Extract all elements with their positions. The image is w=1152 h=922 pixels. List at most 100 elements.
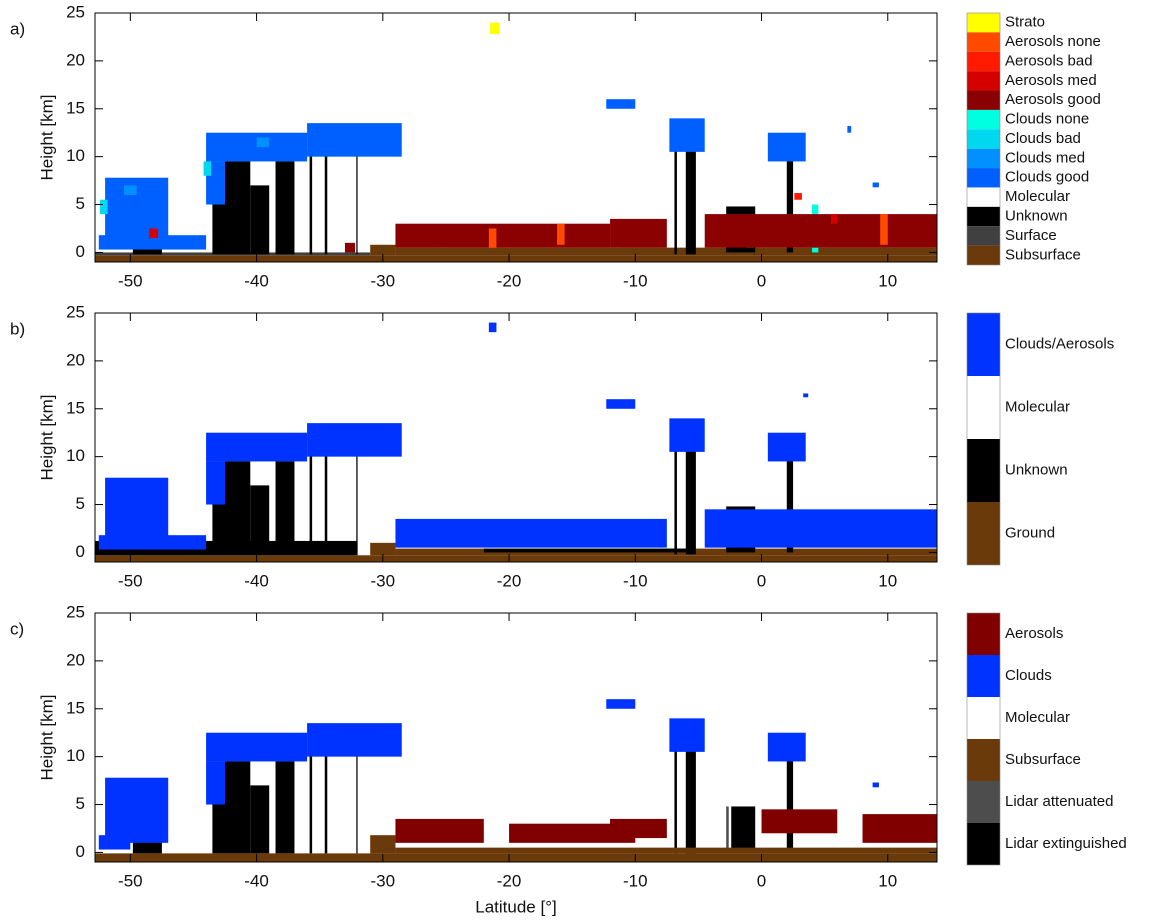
region (509, 823, 636, 843)
legend-swatch (967, 502, 1000, 565)
legend-label: Aerosols (1005, 625, 1063, 642)
region (395, 223, 611, 248)
y-tick-label: 25 (66, 2, 85, 21)
panel-label: b) (10, 319, 25, 338)
region (847, 126, 852, 133)
region (685, 737, 696, 854)
region (767, 732, 806, 762)
x-tick-label: -30 (371, 871, 396, 890)
y-tick-label: 15 (66, 698, 85, 717)
region (685, 137, 696, 255)
legend-swatch (967, 376, 1000, 439)
y-tick-label: 0 (76, 842, 85, 861)
legend-swatch (967, 781, 1000, 823)
y-tick-label: 5 (76, 794, 85, 813)
legend-swatch (967, 697, 1000, 739)
legend-frame (966, 12, 1001, 266)
region (307, 723, 402, 757)
region (490, 22, 499, 35)
region (880, 214, 888, 245)
region (767, 432, 806, 462)
legend-swatch (967, 245, 1000, 265)
legend-label: Aerosols bad (1005, 52, 1093, 69)
region (803, 393, 809, 398)
region (95, 853, 937, 862)
region (370, 542, 396, 556)
x-tick-label: -20 (497, 871, 522, 890)
region (250, 185, 270, 255)
region (206, 761, 226, 805)
legend-label: Ground (1005, 524, 1055, 541)
region (669, 418, 705, 452)
region (761, 809, 838, 834)
region (206, 732, 308, 762)
region (105, 477, 169, 543)
region (606, 699, 636, 709)
legend-frame (966, 612, 1001, 866)
x-tick-label: -10 (623, 271, 648, 290)
region (488, 322, 497, 333)
region (685, 437, 696, 555)
x-tick-label: -40 (244, 871, 269, 890)
panel-label: c) (10, 619, 24, 638)
region (872, 782, 879, 788)
region (395, 847, 937, 854)
y-tick-label: 5 (76, 194, 85, 213)
x-tick-label: 10 (878, 571, 897, 590)
x-tick-label: -40 (244, 271, 269, 290)
region (786, 747, 794, 853)
legend-swatch (967, 109, 1000, 130)
region (786, 147, 794, 253)
region (275, 761, 295, 854)
x-tick-label: -30 (371, 271, 396, 290)
region (395, 818, 484, 843)
axes-frame (94, 312, 938, 563)
region (98, 835, 131, 850)
legend-label: Aerosols none (1005, 33, 1101, 50)
x-tick-label: 10 (878, 271, 897, 290)
y-tick-label: 20 (66, 650, 85, 669)
legend-label: Unknown (1005, 208, 1068, 225)
legend-swatch (967, 187, 1000, 207)
legend-label: Molecular (1005, 398, 1070, 415)
y-tick-label: 15 (66, 398, 85, 417)
legend-swatch (967, 168, 1000, 188)
region (674, 437, 677, 555)
legend-label: Strato (1005, 14, 1045, 31)
y-tick-label: 0 (76, 542, 85, 561)
region (250, 785, 270, 854)
legend-swatch (967, 13, 1000, 33)
region (483, 548, 686, 553)
x-tick-label: -50 (118, 871, 143, 890)
x-tick-label: 10 (878, 871, 897, 890)
y-tick-label: 10 (66, 446, 85, 465)
region (557, 223, 565, 245)
legend-swatch (967, 90, 1000, 110)
x-tick-label: -20 (497, 271, 522, 290)
legend-label: Molecular (1005, 188, 1070, 205)
y-tick-label: 20 (66, 350, 85, 369)
legend-swatch (967, 823, 1000, 865)
region (256, 137, 270, 148)
region (356, 747, 358, 854)
x-tick-label: -10 (623, 571, 648, 590)
region (206, 432, 308, 462)
region (105, 777, 169, 843)
region (610, 218, 667, 248)
legend-label: Surface (1005, 227, 1057, 244)
region (206, 132, 308, 162)
y-axis-label: Height [km] (37, 95, 56, 181)
region (786, 447, 794, 553)
region (488, 228, 497, 248)
region (872, 182, 879, 188)
region (95, 555, 937, 562)
legend-frame (966, 312, 1001, 566)
panel-label: a) (10, 19, 25, 38)
legend-swatch (967, 51, 1000, 72)
region (356, 447, 358, 555)
legend-label: Lidar attenuated (1005, 793, 1113, 810)
legend-label: Clouds bad (1005, 130, 1081, 147)
legend-label: Clouds good (1005, 169, 1089, 186)
legend-label: Molecular (1005, 709, 1070, 726)
